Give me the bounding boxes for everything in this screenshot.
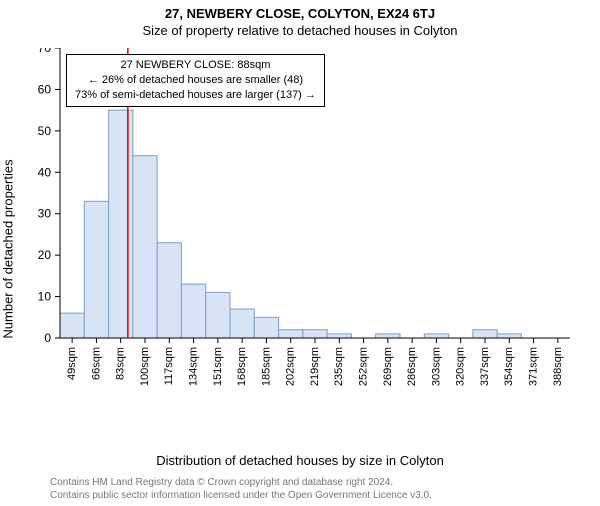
y-tick-label: 70 xyxy=(38,48,52,55)
x-tick-label: 337sqm xyxy=(479,347,491,386)
footer-line-1: Contains HM Land Registry data © Crown c… xyxy=(50,477,590,490)
y-tick-label: 30 xyxy=(38,207,52,221)
y-tick-label: 50 xyxy=(38,124,52,138)
x-tick-label: 134sqm xyxy=(187,347,199,386)
histogram-bar xyxy=(376,334,400,338)
histogram-bar xyxy=(230,309,254,338)
x-tick-label: 371sqm xyxy=(527,347,539,386)
page-subtitle: Size of property relative to detached ho… xyxy=(0,23,600,38)
x-tick-label: 286sqm xyxy=(406,347,418,386)
page-title: 27, NEWBERY CLOSE, COLYTON, EX24 6TJ xyxy=(0,6,600,21)
histogram-bar xyxy=(254,317,278,338)
x-tick-label: 168sqm xyxy=(236,347,248,386)
histogram-bar xyxy=(109,110,133,338)
x-tick-label: 117sqm xyxy=(163,347,175,385)
info-line-property: 27 NEWBERY CLOSE: 88sqm xyxy=(75,58,316,73)
y-tick-label: 40 xyxy=(38,165,52,179)
info-line-smaller: ← 26% of detached houses are smaller (48… xyxy=(75,73,316,88)
histogram-bar xyxy=(206,292,230,338)
x-axis-label: Distribution of detached houses by size … xyxy=(0,453,600,468)
y-tick-label: 10 xyxy=(38,290,52,304)
histogram-bar xyxy=(84,201,108,338)
histogram-bar xyxy=(133,156,157,338)
attribution-footer: Contains HM Land Registry data © Crown c… xyxy=(50,477,590,502)
histogram-chart: 0 10 20 30 40 50 60 70 49sqm 66sqm 83sqm 100sqm 117s… xyxy=(0,48,600,450)
histogram-bar xyxy=(497,334,521,338)
x-tick-label: 202sqm xyxy=(285,347,297,386)
info-line-larger: 73% of semi-detached houses are larger (… xyxy=(75,88,316,103)
footer-line-2: Contains public sector information licen… xyxy=(50,490,590,503)
y-axis-label: Number of detached properties xyxy=(1,159,16,338)
x-tick-label: 354sqm xyxy=(503,347,515,386)
x-tick-label: 66sqm xyxy=(90,347,102,380)
property-info-box: 27 NEWBERY CLOSE: 88sqm ← 26% of detache… xyxy=(66,54,325,107)
y-tick-label: 0 xyxy=(44,331,51,345)
histogram-bar xyxy=(181,284,205,338)
histogram-bar xyxy=(327,334,351,338)
x-tick-label: 388sqm xyxy=(552,347,564,386)
x-tick-label: 100sqm xyxy=(139,347,151,386)
histogram-bar xyxy=(279,330,303,338)
x-tick-label: 269sqm xyxy=(382,347,394,386)
x-tick-label: 235sqm xyxy=(333,347,345,386)
x-tick-label: 320sqm xyxy=(455,347,467,386)
x-tick-label: 219sqm xyxy=(309,347,321,386)
x-tick-label: 252sqm xyxy=(357,347,369,386)
histogram-bar xyxy=(424,334,448,338)
histogram-bar xyxy=(157,243,181,338)
x-tick-label: 49sqm xyxy=(66,347,78,380)
x-tick-label: 303sqm xyxy=(430,347,442,386)
chart-container: Number of detached properties 0 10 20 30 40 5… xyxy=(0,48,600,450)
histogram-bar xyxy=(60,313,84,338)
histogram-bar xyxy=(303,330,327,338)
histogram-bar xyxy=(473,330,497,338)
y-tick-label: 20 xyxy=(38,248,52,262)
x-tick-label: 151sqm xyxy=(212,347,224,386)
x-tick-label: 185sqm xyxy=(260,347,272,386)
x-tick-label: 83sqm xyxy=(115,347,127,380)
y-tick-label: 60 xyxy=(38,82,52,96)
